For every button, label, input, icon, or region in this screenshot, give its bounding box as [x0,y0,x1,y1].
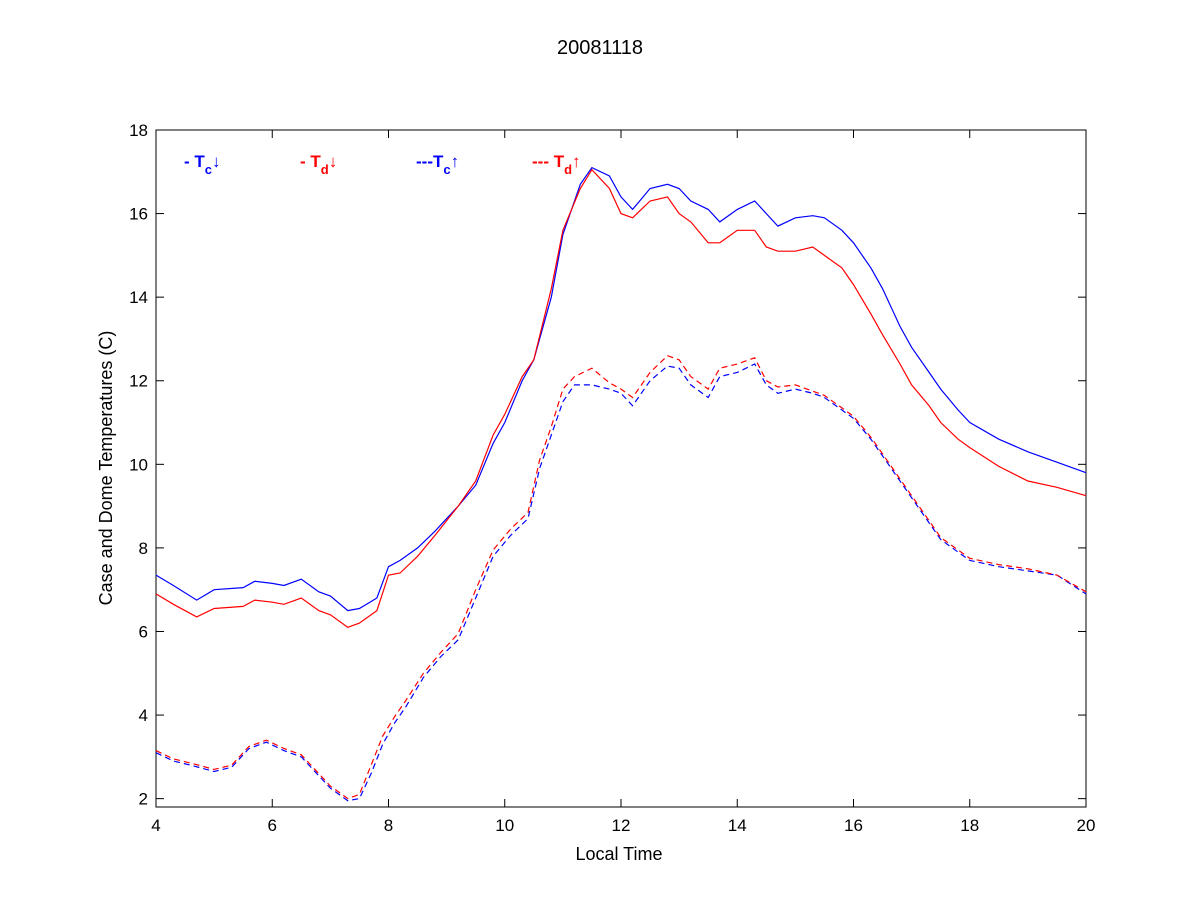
series-line-1 [155,166,1087,612]
x-tick-label: 10 [495,816,514,835]
chart-title: 20081118 [557,37,643,59]
y-tick-label: 18 [129,121,148,140]
plot-frame [155,129,1087,808]
y-tick-label: 14 [129,288,148,307]
x-tick-label: 4 [151,816,160,835]
x-tick-label: 16 [844,816,863,835]
series-line-4 [155,355,1087,800]
x-tick-label: 8 [384,816,393,835]
legend-entry-4: --- Td↑ [532,152,581,177]
y-tick-label: 2 [139,790,148,809]
y-axis-label: Case and Dome Temperatures (C) [96,331,116,606]
x-tick-label: 6 [268,816,277,835]
legend-entry-3: ---Tc↑ [416,152,459,177]
legend: - Tc↓ - Td↓ ---Tc↑ --- Td↑ [184,152,581,177]
series-layer [155,166,1087,802]
y-tick-label: 10 [129,455,148,474]
y-tick-label: 6 [139,622,148,641]
legend-entry-2: - Td↓ [300,152,337,177]
series-line-3 [155,363,1087,802]
x-tick-label: 18 [960,816,979,835]
y-tick-label: 16 [129,205,148,224]
x-axis-label: Local Time [575,844,662,864]
y-tick-label: 4 [139,706,148,725]
x-tick-label: 12 [612,816,631,835]
y-tick-label: 12 [129,372,148,391]
x-tick-label: 20 [1077,816,1096,835]
x-tick-label: 14 [728,816,747,835]
legend-entry-1: - Tc↓ [184,152,221,177]
series-line-2 [155,168,1087,628]
y-tick-label: 8 [139,539,148,558]
